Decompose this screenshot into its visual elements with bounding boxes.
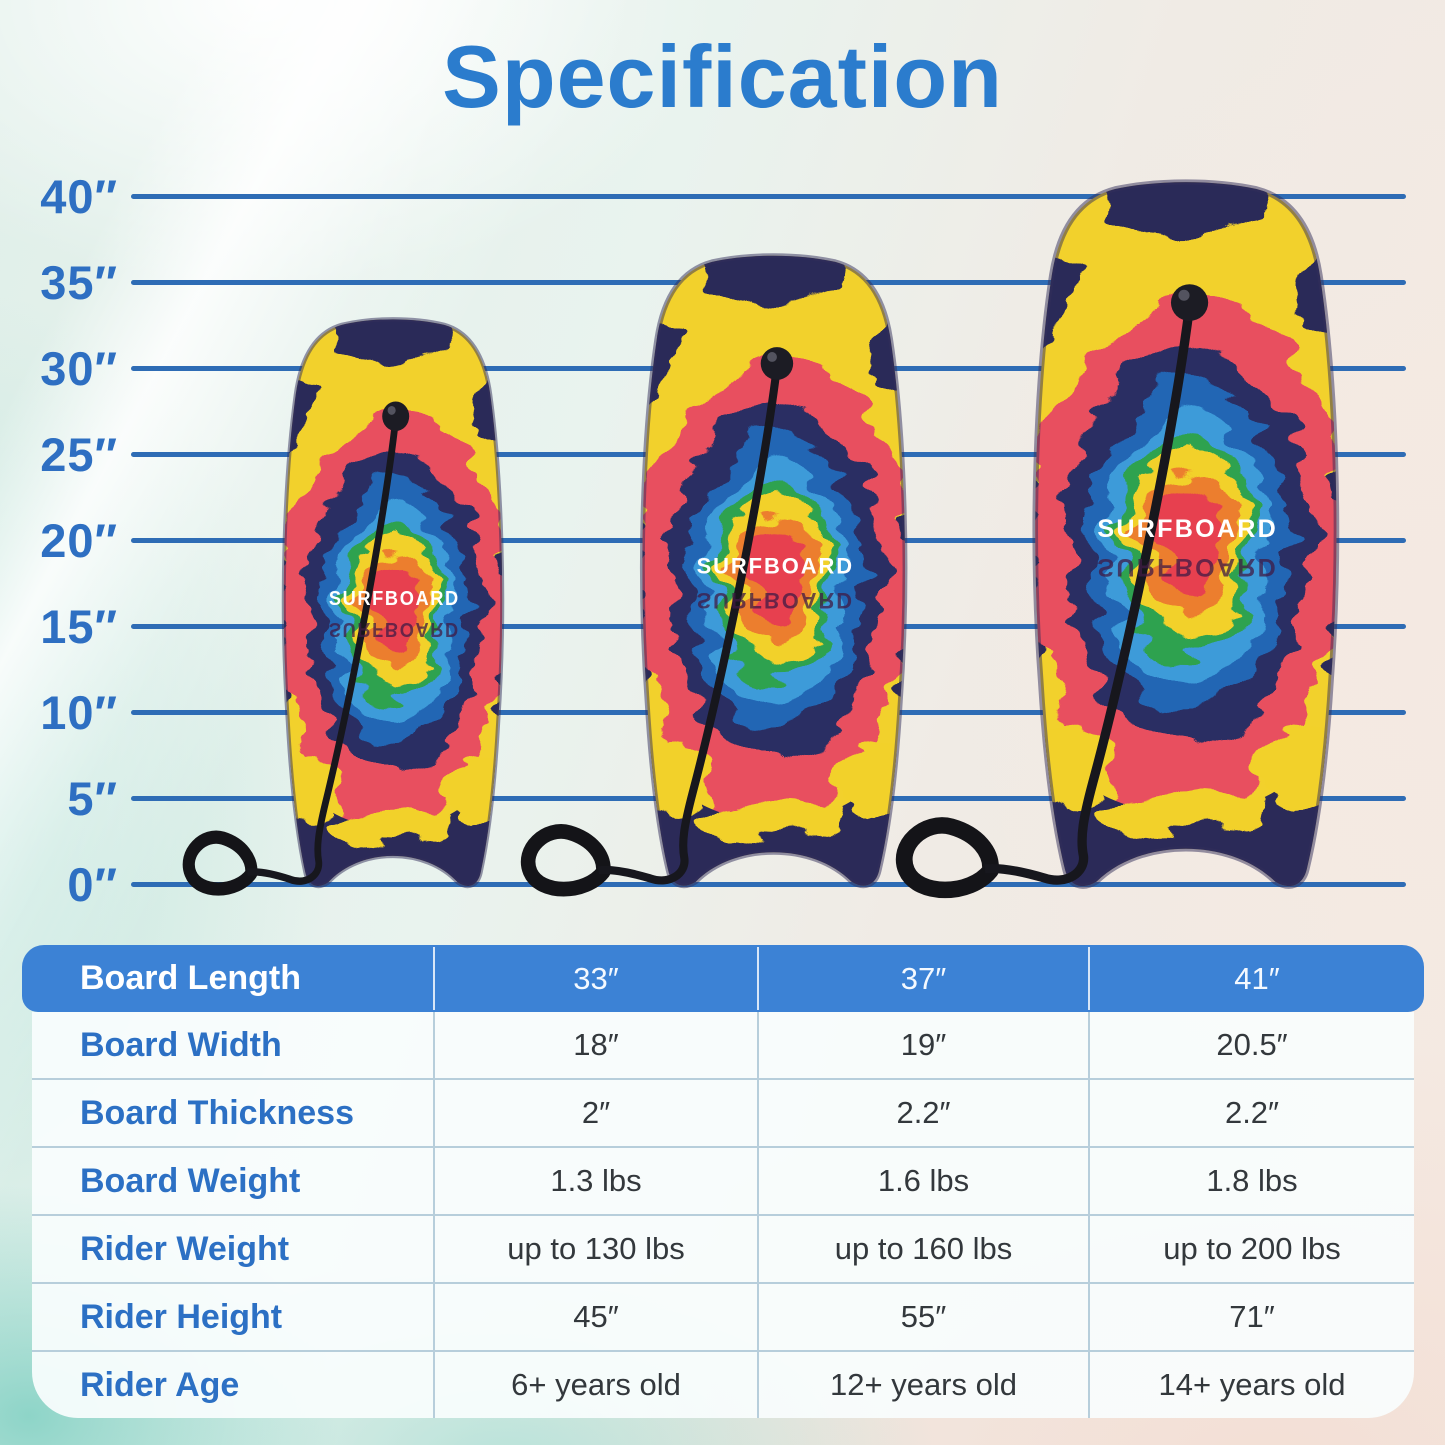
table-row: Board Thickness 2″ 2.2″ 2.2″ [32, 1078, 1414, 1146]
board-logo-reflection: SURFBOARD [1097, 553, 1278, 581]
board-outline [281, 317, 505, 889]
row-value: 71″ [1088, 1284, 1414, 1350]
row-value: 1.3 lbs [433, 1148, 757, 1214]
ruler-tick-label: 40″ [40, 169, 118, 223]
board-outline [639, 253, 908, 889]
wrist-strap [182, 830, 258, 896]
spec-table-header: Board Length 33″ 37″ 41″ [22, 945, 1424, 1012]
table-row: Rider Age 6+ years old 12+ years old 14+… [32, 1350, 1414, 1418]
board-logo-text: SURFBOARD [329, 588, 460, 610]
header-value: 41″ [1088, 947, 1424, 1010]
ruler-tick-label: 0″ [67, 857, 118, 911]
ruler-tick-label: 5″ [67, 771, 118, 825]
bodyboard-37: SURFBOARD SURFBOARD [521, 253, 908, 897]
table-row: Rider Height 45″ 55″ 71″ [32, 1282, 1414, 1350]
row-value: 1.8 lbs [1088, 1148, 1414, 1214]
row-value: 12+ years old [757, 1352, 1088, 1418]
board-logo-text: SURFBOARD [1097, 515, 1278, 543]
spec-table: Board Width 18″ 19″ 20.5″ Board Thicknes… [32, 1012, 1414, 1418]
ruler-tick: 40″ [0, 168, 1406, 224]
row-value: 18″ [433, 1012, 757, 1078]
leash-plug-highlight [767, 352, 777, 362]
ruler-tick-label: 35″ [40, 255, 118, 309]
ruler-tick-label: 30″ [40, 341, 118, 395]
row-value: 14+ years old [1088, 1352, 1414, 1418]
header-value: 33″ [433, 947, 757, 1010]
ruler-tick-label: 10″ [40, 685, 118, 739]
bodyboard-33: SURFBOARD SURFBOARD [182, 317, 505, 896]
ruler-tick-line [131, 193, 1406, 199]
wrist-strap [896, 817, 999, 899]
row-label: Rider Weight [80, 1229, 290, 1268]
leash-plug [382, 401, 410, 432]
leash-plug [1170, 284, 1209, 321]
row-label: Board Width [80, 1025, 282, 1064]
row-value: 2.2″ [1088, 1080, 1414, 1146]
row-label: Rider Height [80, 1297, 283, 1336]
row-value: 2.2″ [757, 1080, 1088, 1146]
leash-cord [246, 418, 400, 885]
bodyboard-41: SURFBOARD SURFBOARD [896, 179, 1340, 899]
row-value: up to 200 lbs [1088, 1216, 1414, 1282]
row-label: Rider Age [80, 1365, 240, 1404]
row-value: 1.6 lbs [757, 1148, 1088, 1214]
row-value: 19″ [757, 1012, 1088, 1078]
leash-plug-highlight [1178, 289, 1190, 301]
wrist-strap [521, 824, 611, 897]
board-logo-text: SURFBOARD [697, 553, 854, 578]
row-value: 2″ [433, 1080, 757, 1146]
leash-cord [597, 366, 781, 885]
table-row: Board Width 18″ 19″ 20.5″ [32, 1012, 1414, 1078]
row-value: up to 160 lbs [757, 1216, 1088, 1282]
row-value: up to 130 lbs [433, 1216, 757, 1282]
ruler-tick-label: 15″ [40, 599, 118, 653]
leash-plug [760, 347, 794, 380]
leash-cord [984, 305, 1195, 885]
leash-plug-highlight [387, 405, 396, 415]
tie-dye-pattern [283, 319, 503, 886]
header-value: 37″ [757, 947, 1088, 1010]
row-value: 6+ years old [433, 1352, 757, 1418]
row-label: Board Weight [80, 1161, 301, 1200]
ruler-tick-label: 20″ [40, 513, 118, 567]
row-value: 55″ [757, 1284, 1088, 1350]
board-outline [1032, 179, 1340, 889]
tie-dye-pattern [1035, 182, 1337, 887]
row-label: Board Thickness [80, 1093, 354, 1132]
board-logo-reflection: SURFBOARD [329, 618, 460, 640]
ruler-tick-line [131, 881, 1406, 887]
ruler-tick: 0″ [0, 856, 1406, 912]
board-logo-reflection: SURFBOARD [697, 588, 854, 613]
header-label: Board Length [80, 959, 301, 997]
table-row: Board Weight 1.3 lbs 1.6 lbs 1.8 lbs [32, 1146, 1414, 1214]
table-row: Rider Weight up to 130 lbs up to 160 lbs… [32, 1214, 1414, 1282]
ruler-tick-label: 25″ [40, 427, 118, 481]
row-value: 45″ [433, 1284, 757, 1350]
page-title: Specification [442, 27, 1003, 126]
row-value: 20.5″ [1088, 1012, 1414, 1078]
